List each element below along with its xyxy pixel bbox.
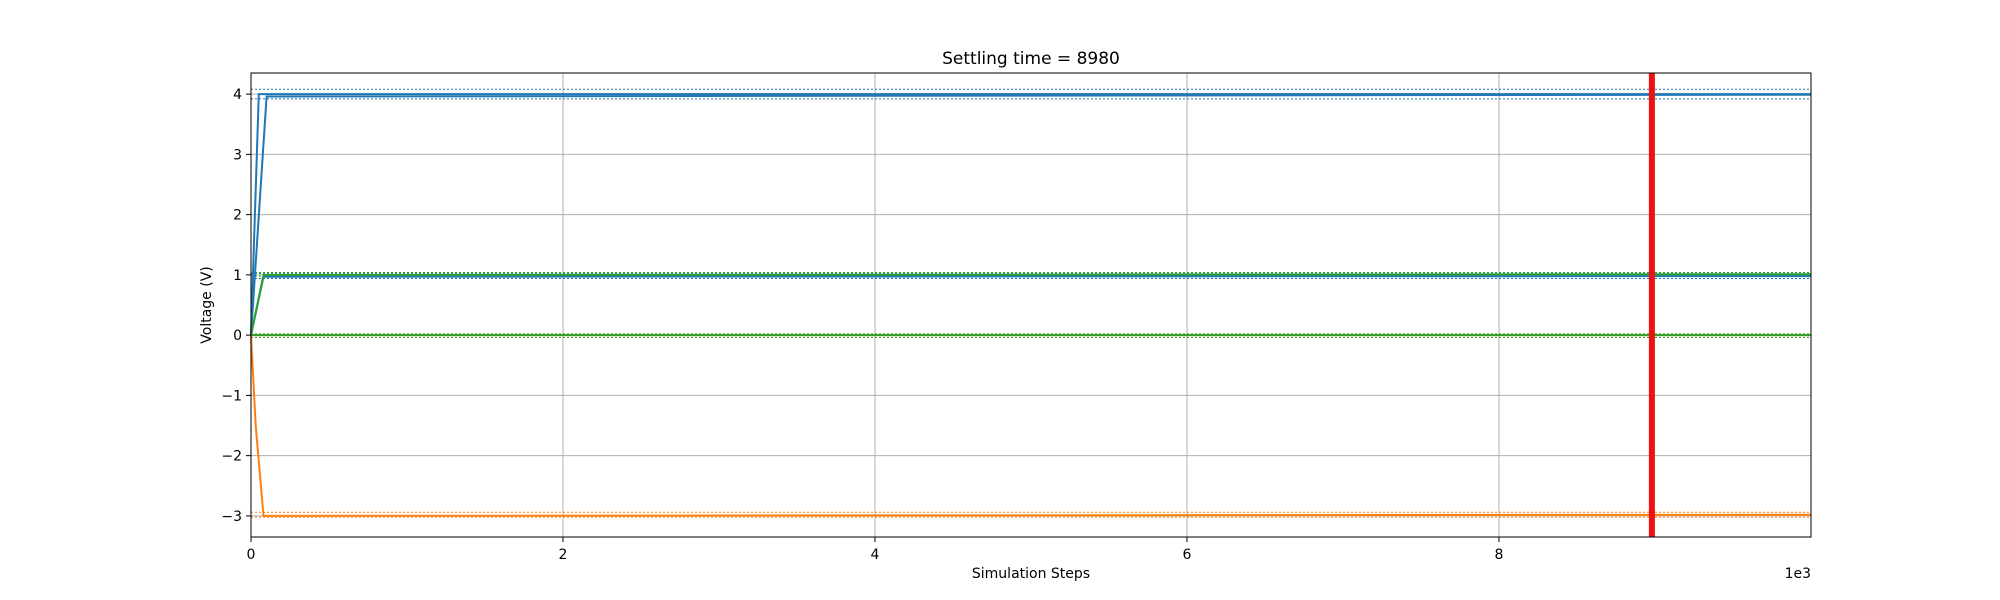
x-tick-label: 0 xyxy=(247,547,256,563)
y-axis-label: Voltage (V) xyxy=(199,266,215,343)
series-line-1 xyxy=(250,93,1811,336)
y-tick-label: −1 xyxy=(221,388,242,404)
y-tick-label: 3 xyxy=(233,147,242,163)
series-line-4 xyxy=(250,273,1812,336)
series-lines xyxy=(250,93,1812,517)
y-tick-label: −2 xyxy=(221,449,242,465)
y-tick-label: 2 xyxy=(233,208,242,224)
x-tick-label: 8 xyxy=(1495,547,1504,563)
plot-frame xyxy=(250,72,1812,538)
series-line-7 xyxy=(250,335,1812,517)
series-line-2 xyxy=(250,93,1812,336)
series-line-3 xyxy=(250,275,1812,336)
y-tick-label: 1 xyxy=(233,268,242,284)
x-tick-label: 4 xyxy=(871,547,880,563)
y-tick-label: −3 xyxy=(221,509,242,525)
x-tick-label: 2 xyxy=(559,547,568,563)
x-axis-offset-label: 1e3 xyxy=(1785,566,1811,582)
y-tick-label: 4 xyxy=(233,87,242,103)
x-tick-label: 6 xyxy=(1183,547,1192,563)
tolerance-bands xyxy=(251,88,1811,518)
axis-ticks: 0 2 4 6 8 −3 −2 −1 0 1 2 3 4 xyxy=(221,87,1503,563)
chart-title: Settling time = 8980 xyxy=(942,49,1120,69)
grid xyxy=(250,73,1811,537)
x-axis-label: Simulation Steps xyxy=(972,566,1090,582)
y-tick-label: 0 xyxy=(233,328,242,344)
